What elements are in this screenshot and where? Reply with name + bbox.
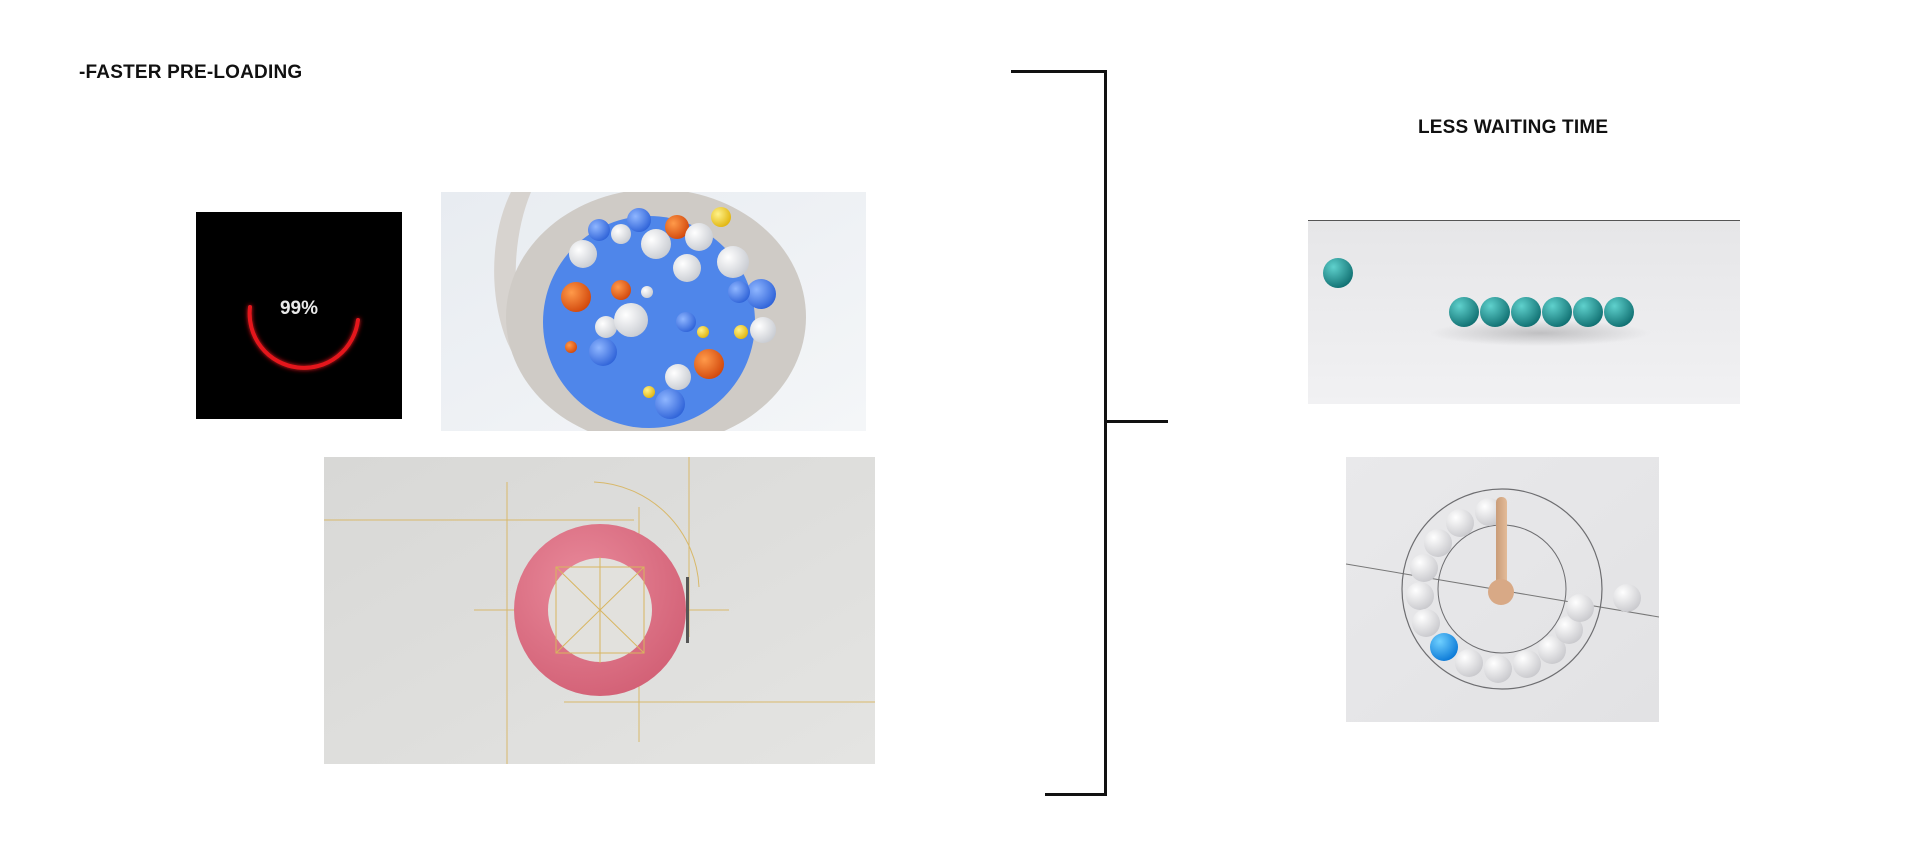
loader-percent: 99% — [279, 298, 319, 319]
right-heading: LESS WAITING TIME — [1418, 117, 1609, 138]
teal-balls-image — [1308, 220, 1740, 404]
balls-bowl-image — [441, 192, 866, 431]
red-arc-loader-icon — [247, 305, 360, 370]
left-heading: -FASTER PRE-LOADING — [79, 62, 303, 83]
loader-panel: 99% — [196, 212, 402, 419]
pink-ring-image — [324, 457, 875, 764]
dial-balls-image — [1346, 457, 1659, 722]
